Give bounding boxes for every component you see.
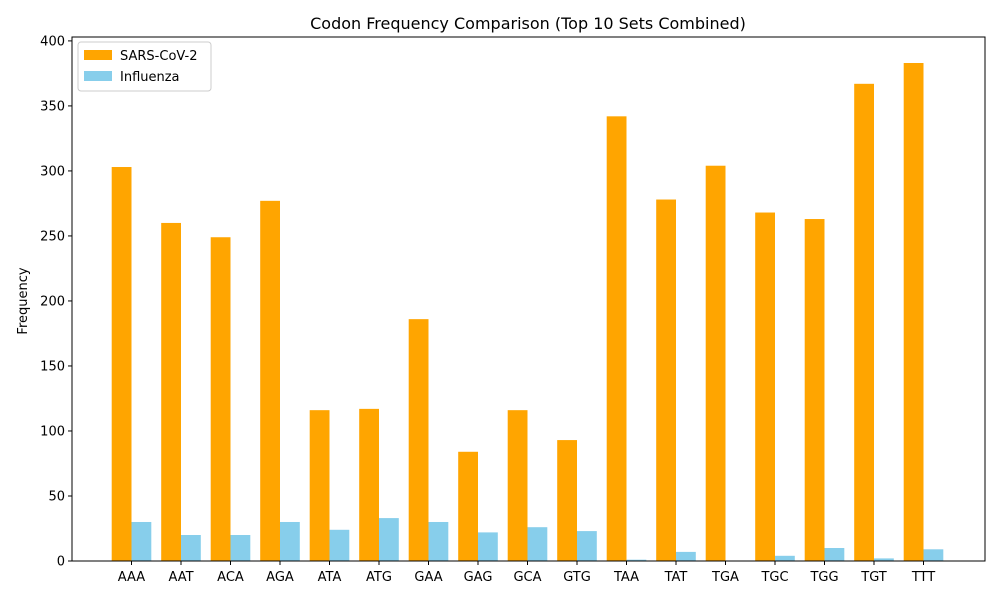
bar-sars-cov-2-taa — [606, 116, 627, 561]
bar-sars-cov-2-tgg — [804, 219, 825, 561]
bar-influenza-ttt — [923, 549, 944, 561]
legend-swatch-sars-cov-2 — [84, 50, 112, 60]
bars-group — [111, 63, 944, 562]
x-tick-label: TAT — [664, 570, 688, 585]
x-axis: AAA AAT ACA AGA ATA ATG GAA GAG GCA GTG TAA TAT TGA T… — [118, 561, 935, 585]
bar-influenza-atg — [379, 518, 399, 561]
x-tick-label: GTG — [563, 570, 591, 585]
bar-influenza-gag — [478, 532, 498, 561]
x-tick-label: TGT — [860, 570, 887, 585]
y-tick-label: 400 — [40, 34, 65, 49]
x-tick-label: GAG — [464, 570, 493, 585]
bar-sars-cov-2-tat — [656, 199, 676, 561]
bar-influenza-ata — [329, 529, 350, 561]
x-tick-label: AAA — [118, 570, 146, 585]
y-tick-label: 300 — [40, 164, 65, 179]
bar-influenza-gaa — [428, 521, 449, 561]
x-tick-label: TGG — [809, 570, 838, 585]
bar-sars-cov-2-tgc — [755, 212, 775, 561]
bar-influenza-gca — [527, 527, 548, 561]
x-tick-label: AGA — [266, 570, 294, 585]
x-tick-label: ACA — [217, 570, 244, 585]
legend-label-sars-cov-2: SARS-CoV-2 — [120, 49, 198, 64]
y-tick-label: 100 — [40, 424, 65, 439]
y-tick-label: 50 — [48, 489, 65, 504]
y-tick-label: 200 — [40, 294, 65, 309]
bar-influenza-aca — [230, 535, 251, 561]
bar-influenza-tgt — [874, 558, 894, 561]
x-tick-label: ATG — [366, 570, 392, 585]
legend: SARS-CoV-2 Influenza — [77, 41, 212, 92]
bar-influenza-aaa — [131, 521, 152, 561]
y-tick-label: 250 — [40, 229, 65, 244]
bar-influenza-tgc — [775, 555, 795, 561]
x-tick-label: TTT — [911, 570, 935, 585]
bar-influenza-tgg — [824, 548, 845, 561]
y-tick-label: 150 — [40, 359, 65, 374]
x-tick-label: AAT — [168, 570, 193, 585]
x-tick-label: TGA — [711, 570, 739, 585]
y-axis: 0 50 100 150 200 250 300 350 400 — [40, 34, 72, 570]
x-tick-label: TGC — [760, 570, 788, 585]
bar-sars-cov-2-atg — [359, 408, 379, 561]
x-tick-label: TAA — [613, 570, 639, 585]
bar-sars-cov-2-ata — [309, 410, 330, 561]
y-axis-label: Frequency — [16, 267, 31, 334]
legend-label-influenza: Influenza — [120, 70, 180, 85]
bar-sars-cov-2-aaa — [111, 167, 132, 561]
x-tick-label: GAA — [414, 570, 442, 585]
plot-frame — [71, 36, 986, 562]
y-tick-label: 0 — [57, 555, 65, 570]
bar-sars-cov-2-tga — [705, 165, 726, 561]
legend-swatch-influenza — [84, 71, 112, 81]
bar-influenza-aat — [181, 535, 201, 561]
bar-sars-cov-2-aga — [260, 200, 280, 561]
bar-sars-cov-2-ttt — [903, 63, 924, 561]
bar-influenza-gtg — [577, 531, 597, 561]
bar-sars-cov-2-tgt — [854, 83, 874, 561]
bar-influenza-taa — [626, 559, 647, 561]
bar-sars-cov-2-gaa — [408, 319, 429, 561]
x-tick-label: GCA — [513, 570, 541, 585]
bar-sars-cov-2-gca — [507, 410, 528, 561]
bar-influenza-tat — [676, 551, 696, 561]
bar-sars-cov-2-gag — [458, 451, 478, 561]
y-tick-label: 350 — [40, 99, 65, 114]
bar-sars-cov-2-aca — [210, 237, 231, 562]
bar-influenza-aga — [280, 521, 300, 561]
bar-sars-cov-2-gtg — [557, 440, 577, 561]
x-tick-label: ATA — [318, 570, 342, 585]
chart-title: Codon Frequency Comparison (Top 10 Sets … — [310, 14, 746, 33]
bar-sars-cov-2-aat — [161, 222, 181, 561]
